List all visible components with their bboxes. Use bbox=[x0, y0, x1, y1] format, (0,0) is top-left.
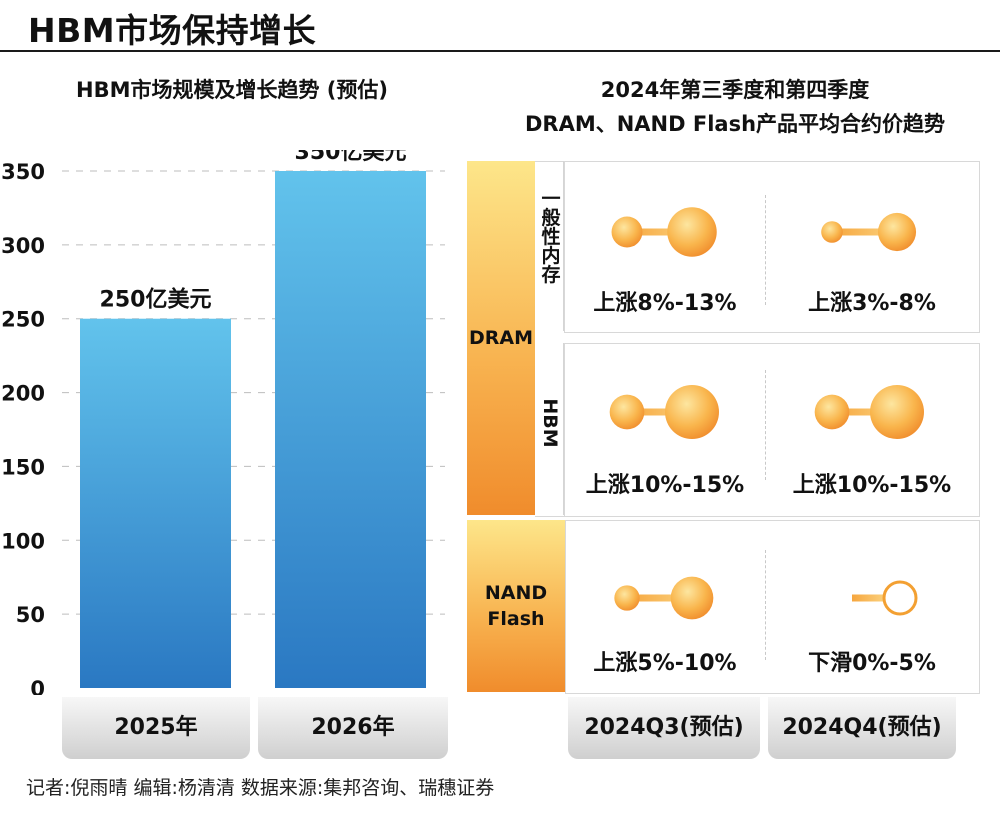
column-header-q3: 2024Q3(预估) bbox=[568, 697, 760, 759]
dram-label: DRAM bbox=[468, 327, 533, 349]
dram-general-row bbox=[564, 161, 980, 333]
dram-sublabel-column bbox=[535, 161, 565, 517]
x-category-2025: 2025年 bbox=[62, 697, 250, 759]
dram-section-label: DRAM bbox=[467, 161, 535, 515]
q3-nand-change: 上涨5%-10% bbox=[593, 651, 737, 676]
trend-dumbbell-up bbox=[609, 385, 719, 439]
x-category-label: 2026年 bbox=[311, 715, 395, 740]
bar-2025年 bbox=[80, 318, 231, 688]
price-table-title-line2: DRAM、NAND Flash产品平均合约价趋势 bbox=[524, 112, 946, 136]
sublabel-divider bbox=[563, 343, 564, 515]
column-separator bbox=[765, 195, 766, 305]
bar-2026年 bbox=[275, 171, 426, 688]
q4-nand-change: 下滑0%-5% bbox=[808, 651, 936, 676]
x-category-2026: 2026年 bbox=[258, 697, 448, 759]
trend-dumbbell-up bbox=[814, 385, 924, 439]
column-header-label: 2024Q3(预估) bbox=[584, 715, 744, 740]
hbm-market-bar-chart: 0 50 100 150 200 250 300 350 250亿美元 350亿美元 bbox=[1, 150, 445, 695]
trend-dumbbell-up bbox=[821, 212, 917, 252]
nand-label-line1: NAND bbox=[484, 582, 548, 604]
price-table-title-line1: 2024年第三季度和第四季度 bbox=[600, 78, 870, 102]
y-tick-label: 200 bbox=[1, 382, 45, 406]
footer-credits: 记者:倪雨晴 编辑:杨清清 数据来源:集邦咨询、瑞穗证券 bbox=[26, 777, 495, 799]
q3-general-memory-change: 上涨8%-13% bbox=[593, 291, 737, 316]
nand-section-label: NAND Flash bbox=[467, 520, 565, 692]
nand-label-line2: Flash bbox=[487, 608, 545, 630]
y-tick-label: 0 bbox=[30, 677, 45, 695]
sublabel-divider bbox=[563, 161, 564, 331]
q4-general-memory-change: 上涨3%-8% bbox=[808, 291, 936, 316]
price-trend-icons bbox=[609, 207, 924, 620]
trend-dumbbell-up bbox=[614, 576, 714, 620]
y-tick-label: 50 bbox=[16, 603, 45, 627]
title-divider bbox=[0, 50, 1000, 52]
q4-hbm-change: 上涨10%-15% bbox=[792, 473, 952, 498]
hbm-sublabel: HBM bbox=[539, 398, 561, 448]
bar-data-label: 250亿美元 bbox=[100, 287, 212, 313]
trend-dumbbell-up bbox=[611, 207, 717, 257]
general-memory-label: 一 般 性 内 存 bbox=[541, 188, 561, 286]
column-separator bbox=[765, 370, 766, 480]
y-tick-label: 250 bbox=[1, 308, 45, 332]
y-tick-label: 150 bbox=[1, 455, 45, 479]
y-tick-label: 300 bbox=[1, 234, 45, 258]
q3-hbm-change: 上涨10%-15% bbox=[585, 473, 745, 498]
column-header-q4: 2024Q4(预估) bbox=[768, 697, 956, 759]
x-category-label: 2025年 bbox=[114, 715, 198, 740]
trend-dumbbell-down bbox=[852, 580, 918, 616]
y-tick-label: 100 bbox=[1, 529, 45, 553]
column-separator bbox=[765, 550, 766, 660]
bar-chart-title: HBM市场规模及增长趋势 (预估) bbox=[76, 78, 388, 102]
y-tick-label: 350 bbox=[1, 160, 45, 184]
bar-data-label: 350亿美元 bbox=[295, 150, 407, 165]
column-header-label: 2024Q4(预估) bbox=[782, 715, 942, 740]
page-title: HBM市场保持增长 bbox=[28, 11, 317, 50]
